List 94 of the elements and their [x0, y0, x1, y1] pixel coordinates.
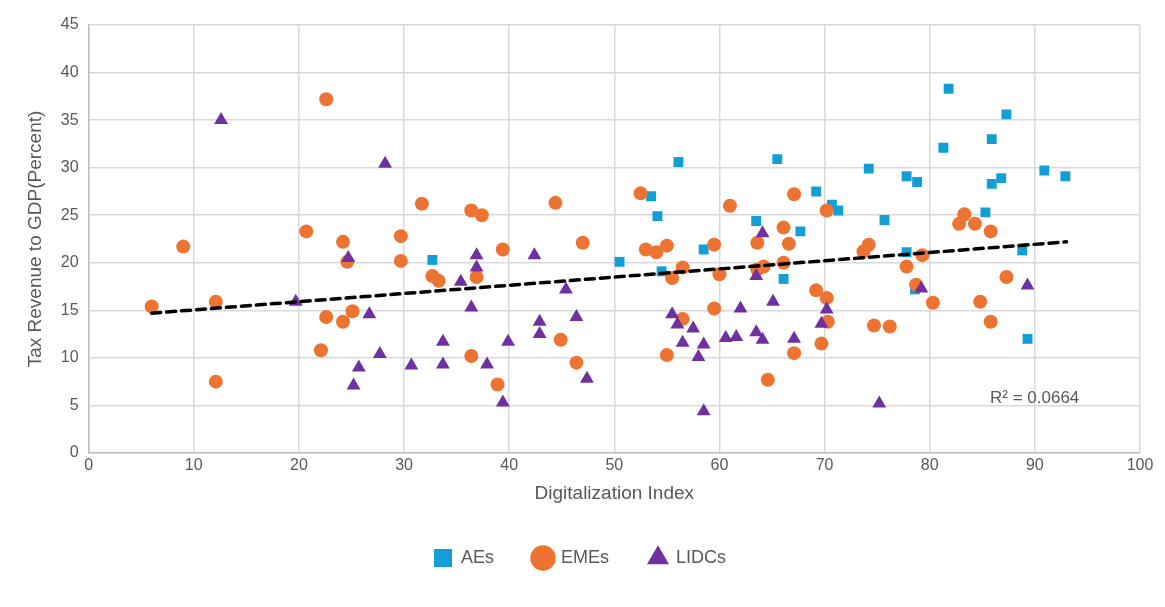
point	[986, 134, 997, 145]
point	[372, 346, 387, 359]
point	[469, 247, 484, 260]
point	[914, 280, 929, 293]
point	[863, 163, 874, 174]
point	[404, 357, 419, 370]
point	[872, 395, 887, 408]
point	[435, 333, 450, 346]
y-tick-label: 15	[60, 300, 79, 318]
point	[1060, 171, 1071, 182]
point	[787, 330, 802, 343]
point	[749, 268, 764, 281]
point	[814, 315, 829, 328]
x-tick-label: 100	[1126, 456, 1154, 474]
point	[346, 377, 361, 390]
x-tick-label: 70	[815, 456, 834, 474]
legend-label: AEs	[460, 546, 494, 567]
point	[778, 274, 789, 284]
point	[427, 254, 438, 265]
point	[469, 259, 484, 272]
point	[670, 316, 685, 329]
annotation: R² = 0.0664	[990, 387, 1080, 407]
point	[527, 247, 542, 260]
point	[879, 215, 890, 225]
point	[749, 324, 764, 337]
point	[351, 359, 366, 372]
y-tick-label: 0	[69, 443, 79, 461]
point	[580, 370, 594, 383]
x-tick-label: 80	[920, 456, 939, 474]
point	[362, 306, 377, 319]
point	[696, 336, 711, 349]
point	[980, 207, 991, 218]
y-tick-label: 25	[60, 205, 79, 223]
point	[733, 300, 748, 313]
x-tick-label: 30	[395, 456, 414, 474]
point	[755, 225, 770, 238]
y-tick-label: 35	[60, 110, 79, 128]
x-tick-label: 20	[289, 456, 308, 474]
point	[453, 273, 468, 286]
point	[569, 308, 584, 321]
point	[833, 205, 844, 216]
point	[480, 356, 495, 369]
point	[686, 320, 701, 333]
point	[912, 176, 923, 187]
point	[495, 394, 510, 407]
point	[751, 215, 762, 226]
point	[766, 293, 780, 306]
point	[652, 211, 663, 222]
x-tick-label: 10	[184, 456, 203, 474]
point	[1020, 277, 1035, 290]
point	[943, 83, 954, 94]
point	[559, 281, 573, 294]
point	[1001, 109, 1012, 120]
point	[729, 328, 744, 341]
point	[675, 334, 690, 347]
point	[1039, 165, 1050, 176]
y-tick-label: 10	[60, 348, 79, 366]
point	[691, 348, 706, 361]
point	[901, 171, 912, 182]
point	[341, 250, 356, 263]
y-axis-title: Tax Revenue to GDP(Percent)	[23, 110, 45, 368]
y-tick-label: 40	[60, 62, 79, 80]
point	[795, 226, 806, 237]
x-tick-label: 40	[500, 456, 519, 474]
point	[718, 329, 733, 342]
point	[464, 299, 479, 312]
point	[501, 333, 516, 346]
point	[819, 301, 834, 314]
point	[614, 256, 625, 267]
point	[435, 356, 450, 369]
x-tick-label: 0	[84, 456, 94, 474]
point	[696, 403, 711, 416]
y-tick-label: 5	[69, 395, 79, 413]
point	[1022, 333, 1033, 344]
point	[646, 191, 657, 202]
point	[986, 178, 997, 189]
point	[532, 313, 547, 326]
x-tick-label: 90	[1025, 456, 1044, 474]
point	[996, 173, 1007, 184]
point	[665, 306, 680, 319]
y-tick-label: 45	[60, 15, 79, 33]
x-tick-label: 60	[710, 456, 729, 474]
x-axis-title: Digitalization Index	[534, 481, 695, 503]
point	[772, 154, 783, 165]
legend-label: EMEs	[561, 546, 610, 567]
point	[673, 157, 684, 167]
point	[532, 326, 547, 339]
y-tick-label: 30	[60, 158, 79, 176]
y-tick-label: 20	[60, 253, 79, 271]
x-tick-label: 50	[605, 456, 624, 474]
point	[755, 331, 770, 344]
point	[811, 186, 822, 197]
point	[938, 142, 949, 153]
legend-label: LIDCs	[676, 546, 727, 567]
